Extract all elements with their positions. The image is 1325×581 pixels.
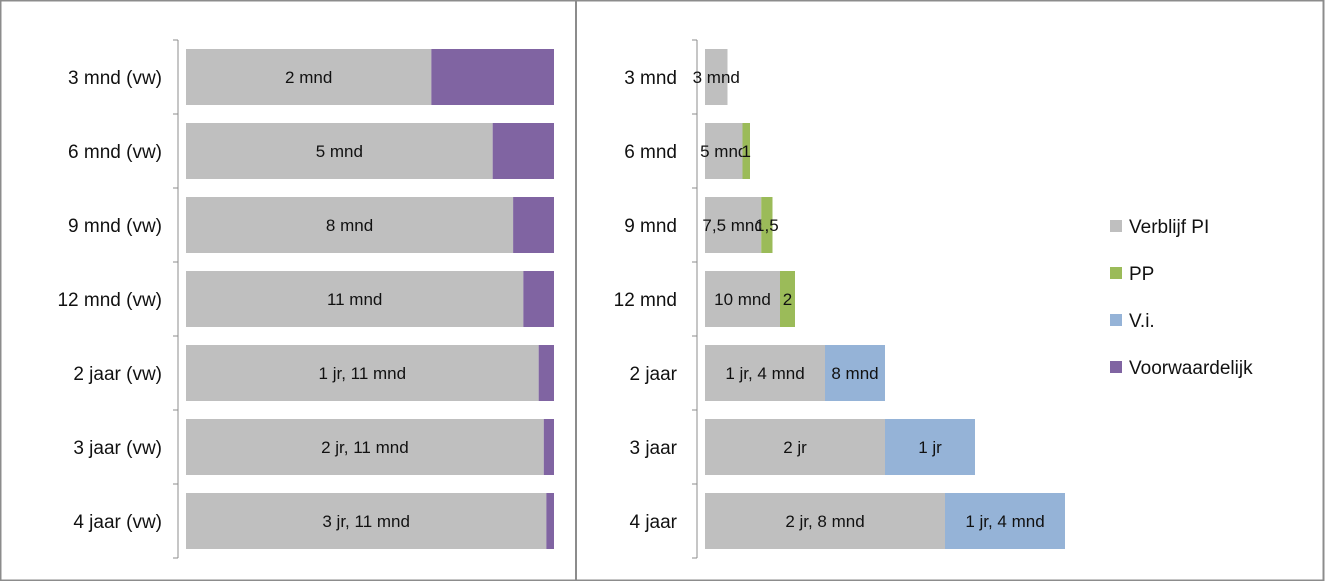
left-bar-verblijf-pi	[186, 123, 493, 179]
right-bar-verblijf-pi	[705, 419, 885, 475]
left-bar-verblijf-pi	[186, 493, 547, 549]
left-category-label: 6 mnd (vw)	[68, 142, 162, 163]
right-category-label: 12 mnd	[614, 290, 677, 311]
right-category-label: 3 jaar	[629, 438, 677, 459]
left-category-label: 3 jaar (vw)	[73, 438, 162, 459]
left-bar-voorwaardelijk	[538, 345, 554, 401]
right-bar-verblijf-pi	[705, 49, 728, 105]
right-bar-pp	[761, 197, 773, 253]
left-data-label: 2 jr, 11 mnd	[321, 438, 409, 457]
left-category-label: 4 jaar (vw)	[73, 512, 162, 533]
legend-label-v-i: V.i.	[1129, 311, 1155, 332]
right-data-label: 1 jr	[918, 438, 942, 457]
left-category-label: 9 mnd (vw)	[68, 216, 162, 237]
left-bar-voorwaardelijk	[523, 271, 554, 327]
left-bar-verblijf-pi	[186, 345, 539, 401]
legend-label-pp: PP	[1129, 264, 1154, 285]
right-data-label: 10 mnd	[714, 290, 771, 309]
left-data-label: 11 mnd	[327, 290, 382, 309]
left-data-label: 5 mnd	[316, 142, 363, 161]
right-data-label: 1 jr, 4 mnd	[965, 512, 1044, 531]
right-data-label: 7,5 mnd	[702, 216, 763, 235]
legend: Verblijf PI PP V.i. Voorwaardelijk	[1110, 217, 1253, 379]
right-bar-verblijf-pi	[705, 123, 743, 179]
left-category-label: 12 mnd (vw)	[57, 290, 162, 311]
right-category-label: 3 mnd	[624, 68, 677, 89]
left-bar-voorwaardelijk	[543, 419, 554, 475]
right-category-label: 6 mnd	[624, 142, 677, 163]
legend-swatch-verblijf-pi	[1110, 220, 1122, 232]
right-bar-pp	[742, 123, 750, 179]
right-bar-verblijf-pi	[705, 197, 762, 253]
right-bar-verblijf-pi	[705, 345, 825, 401]
legend-label-verblijf-pi: Verblijf PI	[1129, 217, 1209, 238]
left-category-label: 3 mnd (vw)	[68, 68, 162, 89]
left-bar-verblijf-pi	[186, 197, 514, 253]
legend-swatch-v-i	[1110, 314, 1122, 326]
right-data-label: 8 mnd	[831, 364, 878, 383]
left-bar-verblijf-pi	[186, 419, 544, 475]
left-data-label: 3 jr, 11 mnd	[322, 512, 410, 531]
right-category-label: 2 jaar	[629, 364, 677, 385]
right-category-label: 9 mnd	[624, 216, 677, 237]
right-bar-verblijf-pi	[705, 493, 945, 549]
right-data-label: 2 jr, 8 mnd	[785, 512, 864, 531]
left-bar-voorwaardelijk	[546, 493, 554, 549]
right-data-label: 1,5	[755, 216, 779, 235]
right-bar-v-i	[885, 419, 975, 475]
legend-swatch-pp	[1110, 267, 1122, 279]
left-bar-verblijf-pi	[186, 271, 524, 327]
right-data-label: 2 jr	[783, 438, 807, 457]
right-bar-pp	[780, 271, 795, 327]
legend-label-voorwaardelijk: Voorwaardelijk	[1129, 358, 1253, 379]
left-bar-verblijf-pi	[186, 49, 432, 105]
right-data-label: 3 mnd	[693, 68, 740, 87]
right-bar-verblijf-pi	[705, 271, 780, 327]
left-chart: 3 mnd (vw) 2 mnd 6 mnd (vw) 5 mnd 9 mnd (vw)…	[57, 39, 554, 559]
right-category-label: 4 jaar	[629, 512, 677, 533]
right-data-label: 1	[742, 142, 751, 161]
left-data-label: 1 jr, 11 mnd	[319, 364, 407, 383]
left-bar-voorwaardelijk	[492, 123, 554, 179]
right-bar-v-i	[945, 493, 1065, 549]
right-data-label: 2	[783, 290, 792, 309]
left-bar-voorwaardelijk	[513, 197, 554, 253]
left-category-label: 2 jaar (vw)	[73, 364, 162, 385]
right-data-label: 1 jr, 4 mnd	[725, 364, 804, 383]
left-bar-voorwaardelijk	[431, 49, 554, 105]
legend-swatch-voorwaardelijk	[1110, 361, 1122, 373]
right-bar-v-i	[825, 345, 885, 401]
right-data-label: 5 mnd	[700, 142, 747, 161]
left-data-label: 8 mnd	[326, 216, 373, 235]
left-data-label: 2 mnd	[285, 68, 332, 87]
